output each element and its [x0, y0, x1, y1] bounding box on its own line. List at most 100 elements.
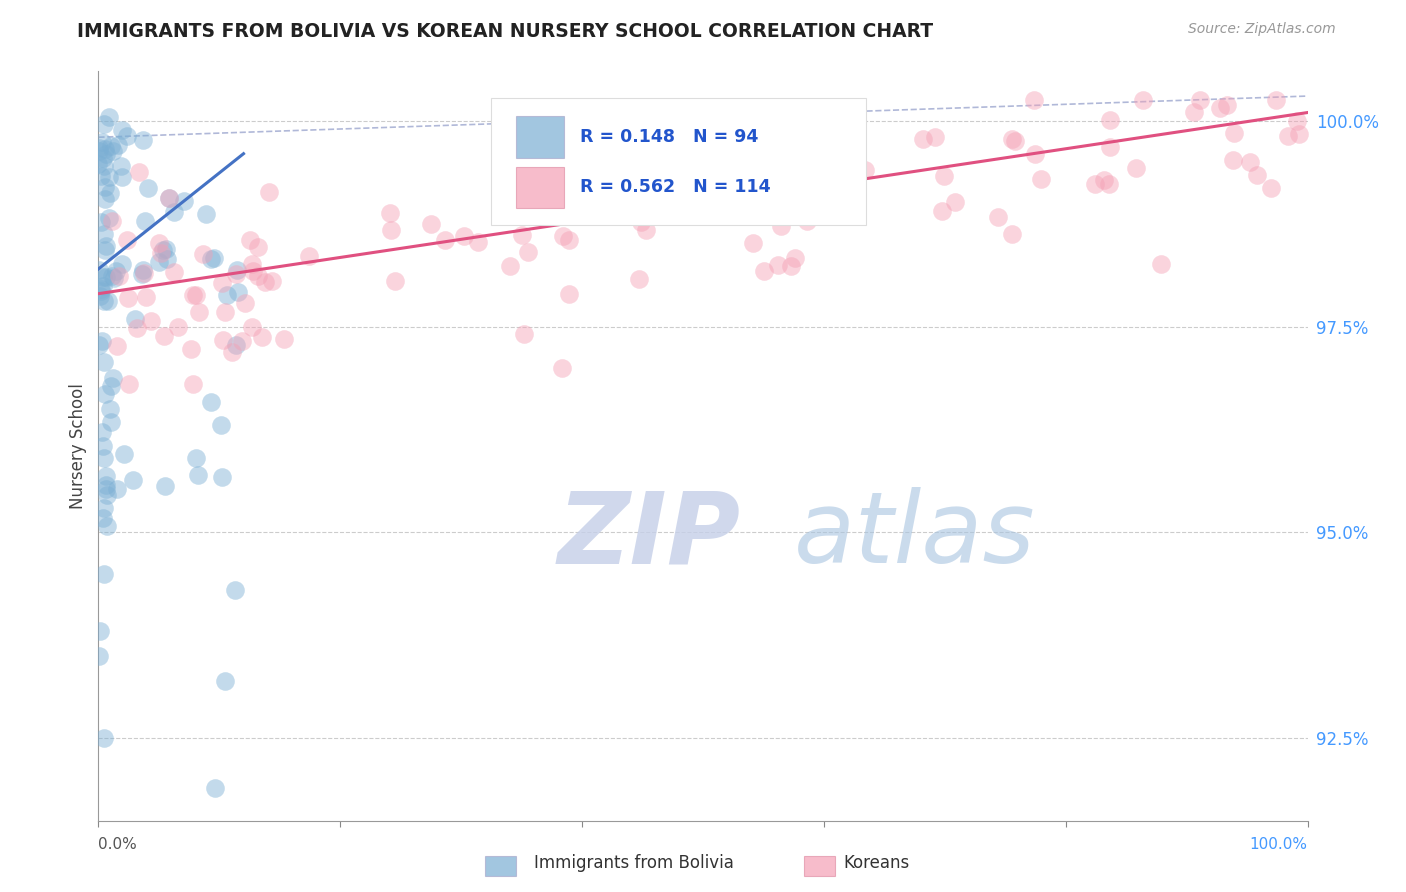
Point: [1132, 93, 1154, 107]
Point: [221, 345, 243, 359]
Point: [87, 157, 110, 171]
Text: IMMIGRANTS FROM BOLIVIA VS KOREAN NURSERY SCHOOL CORRELATION CHART: IMMIGRANTS FROM BOLIVIA VS KOREAN NURSER…: [77, 22, 934, 41]
Point: [257, 185, 280, 199]
Point: [246, 240, 269, 254]
Point: [842, 194, 865, 209]
Point: [89, 624, 111, 639]
Point: [1098, 112, 1121, 127]
Point: [135, 290, 157, 304]
Point: [247, 269, 270, 284]
Point: [1098, 177, 1121, 191]
Point: [115, 234, 138, 248]
Point: [513, 327, 536, 342]
Point: [932, 169, 955, 183]
Point: [139, 314, 162, 328]
Point: [87, 141, 110, 155]
Text: R = 0.148   N = 94: R = 0.148 N = 94: [579, 128, 758, 145]
Point: [242, 264, 264, 278]
Point: [89, 648, 111, 663]
Point: [1029, 171, 1052, 186]
Point: [97, 110, 120, 124]
Point: [453, 228, 475, 243]
Point: [94, 239, 117, 253]
Point: [152, 243, 174, 257]
Point: [98, 186, 121, 200]
Point: [125, 320, 148, 334]
Point: [91, 151, 114, 165]
Point: [1150, 257, 1173, 271]
Point: [718, 151, 741, 165]
Point: [117, 128, 139, 143]
Point: [94, 482, 117, 496]
Point: [627, 272, 650, 286]
Point: [679, 204, 702, 219]
Point: [94, 243, 117, 257]
Point: [1277, 129, 1299, 144]
Point: [188, 305, 211, 319]
Point: [912, 131, 935, 145]
Point: [211, 469, 233, 483]
Point: [186, 468, 208, 483]
Point: [630, 215, 652, 229]
Point: [195, 207, 218, 221]
Point: [1182, 104, 1205, 119]
Point: [91, 510, 114, 524]
Point: [105, 339, 128, 353]
Point: [91, 425, 114, 439]
Point: [214, 673, 236, 688]
Point: [173, 194, 195, 208]
Point: [93, 227, 115, 242]
Text: ZIP: ZIP: [558, 487, 741, 584]
Point: [825, 149, 848, 163]
Point: [156, 252, 179, 267]
Point: [240, 320, 263, 334]
Point: [191, 246, 214, 260]
Point: [924, 129, 946, 144]
Point: [167, 320, 190, 334]
Text: Koreans: Koreans: [844, 855, 910, 872]
Point: [181, 287, 204, 301]
Point: [91, 270, 114, 285]
Point: [132, 266, 155, 280]
Point: [121, 473, 143, 487]
Point: [96, 519, 118, 533]
Point: [110, 159, 132, 173]
Point: [111, 170, 134, 185]
Point: [754, 194, 776, 208]
Point: [298, 249, 321, 263]
Point: [655, 167, 678, 181]
Point: [103, 270, 125, 285]
Point: [94, 478, 117, 492]
Text: Source: ZipAtlas.com: Source: ZipAtlas.com: [1188, 22, 1336, 37]
Point: [231, 334, 253, 349]
Text: R = 0.562   N = 114: R = 0.562 N = 114: [579, 178, 770, 195]
Point: [853, 162, 876, 177]
Point: [239, 233, 262, 247]
Point: [94, 193, 117, 207]
Point: [93, 451, 115, 466]
Point: [90, 169, 112, 183]
Point: [186, 451, 208, 466]
Point: [1099, 140, 1122, 154]
Point: [384, 274, 406, 288]
Point: [1094, 173, 1116, 187]
Point: [420, 217, 443, 231]
Point: [128, 165, 150, 179]
Point: [94, 142, 117, 156]
Point: [204, 780, 226, 795]
Point: [93, 293, 115, 308]
Point: [91, 279, 114, 293]
Point: [517, 245, 540, 260]
Point: [184, 288, 207, 302]
Point: [97, 293, 120, 308]
Point: [467, 235, 489, 249]
Point: [155, 478, 177, 492]
Point: [93, 179, 115, 194]
Point: [155, 242, 177, 256]
Point: [1222, 153, 1244, 167]
Point: [89, 338, 111, 352]
Point: [100, 402, 122, 417]
Y-axis label: Nursery School: Nursery School: [69, 383, 87, 509]
Point: [211, 276, 233, 290]
Point: [90, 334, 112, 348]
